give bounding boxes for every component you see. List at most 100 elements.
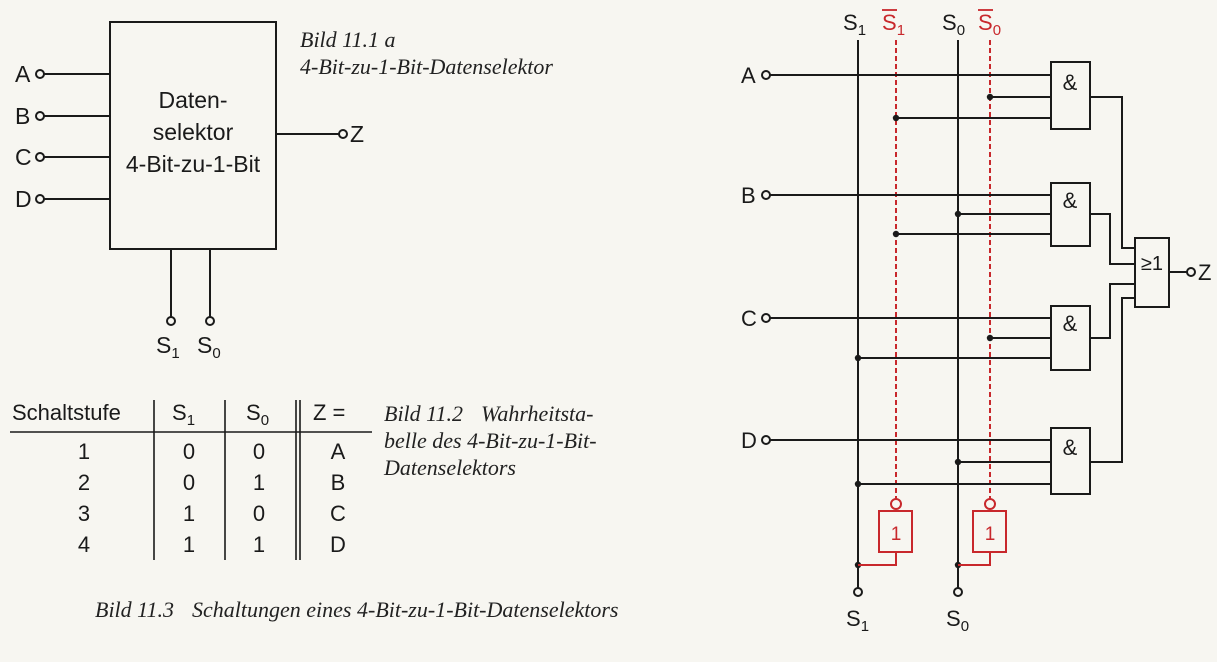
wire bbox=[1090, 283, 1135, 339]
input-terminal-b bbox=[761, 190, 771, 200]
truth-table-rules bbox=[10, 400, 372, 560]
output-terminal-z bbox=[1186, 267, 1196, 277]
input-terminal-d bbox=[35, 194, 45, 204]
circuit-text: & & & & ≥1 1 1 A B C D Z S1 S1 S0 S0 S1 … bbox=[741, 9, 1211, 635]
input-label-a: A bbox=[741, 63, 756, 88]
and-gate-c bbox=[1050, 305, 1091, 371]
caption-number: Bild 11.1 a bbox=[300, 27, 396, 52]
caption-line-2: belle des 4-Bit-zu-1-Bit- bbox=[384, 428, 597, 453]
input-label-a: A bbox=[15, 61, 31, 87]
block-diagram-text: Daten- selektor 4-Bit-zu-1-Bit A B C D Z… bbox=[15, 61, 364, 362]
caption-bild-11-2: Bild 11.2 Wahrheitsta- belle des 4-Bit-zu… bbox=[384, 400, 714, 481]
tt-cell: 1 bbox=[253, 532, 265, 557]
tt-cell: 4 bbox=[78, 532, 90, 557]
not-label-s0: 1 bbox=[985, 524, 996, 545]
input-label-d: D bbox=[741, 428, 757, 453]
gate-label: & bbox=[1063, 188, 1078, 213]
junction-dot bbox=[854, 480, 862, 488]
input-terminal-a bbox=[761, 70, 771, 80]
tt-header-s1: S1 bbox=[172, 400, 195, 429]
output-terminal-z bbox=[338, 129, 348, 139]
tt-row-4: 4 1 1 D bbox=[78, 532, 346, 557]
bottom-label-s0: S0 bbox=[946, 606, 969, 635]
gate-label: & bbox=[1063, 435, 1078, 460]
input-label-b: B bbox=[15, 103, 30, 129]
tt-cell: 0 bbox=[183, 439, 195, 464]
select-terminal-s0 bbox=[205, 316, 215, 326]
input-terminal-d bbox=[761, 435, 771, 445]
box-label-line2: selektor bbox=[153, 119, 234, 145]
and-gate-d bbox=[1050, 427, 1091, 495]
caption-text: 4-Bit-zu-1-Bit-Datenselektor bbox=[300, 54, 553, 79]
tt-cell: 1 bbox=[183, 532, 195, 557]
caption-text: Schaltungen eines 4-Bit-zu-1-Bit-Datense… bbox=[192, 597, 619, 622]
tt-row-3: 3 1 0 C bbox=[78, 501, 346, 526]
tt-cell: D bbox=[330, 532, 346, 557]
and-gate-a bbox=[1050, 61, 1091, 130]
output-label-z: Z bbox=[350, 121, 364, 147]
caption-line-3: Datenselektors bbox=[384, 455, 516, 480]
tt-cell: A bbox=[331, 439, 346, 464]
caption-bild-11-1a: Bild 11.1 a 4-Bit-zu-1-Bit-Datenselektor bbox=[300, 26, 553, 80]
junction-dot bbox=[892, 114, 900, 122]
gate-label: & bbox=[1063, 311, 1078, 336]
or-gate bbox=[1134, 237, 1170, 308]
inverters bbox=[858, 498, 1007, 566]
junction-dot bbox=[854, 354, 862, 362]
input-terminal-b bbox=[35, 111, 45, 121]
caption-number: Bild 11.3 bbox=[95, 597, 175, 622]
tt-cell: 0 bbox=[253, 439, 265, 464]
select-label-s1: S1 bbox=[156, 332, 180, 362]
junction-dot bbox=[986, 334, 994, 342]
junction-dot bbox=[954, 458, 962, 466]
top-label-s0: S0 bbox=[942, 10, 965, 39]
junction-dot bbox=[986, 93, 994, 101]
tt-header-schaltstufe: Schaltstufe bbox=[12, 400, 121, 425]
wire bbox=[1090, 297, 1135, 463]
top-label-s0-bar: S0 bbox=[978, 10, 1001, 39]
circuit-wiring bbox=[761, 61, 1196, 597]
caption-line-1: Bild 11.2 Wahrheitsta- bbox=[384, 400, 714, 427]
input-label-b: B bbox=[741, 183, 756, 208]
tt-header-s0: S0 bbox=[246, 400, 269, 429]
selector-box bbox=[109, 21, 277, 250]
gate-label: & bbox=[1063, 70, 1078, 95]
tt-cell: 3 bbox=[78, 501, 90, 526]
input-terminal-a bbox=[35, 69, 45, 79]
not-gate-s0 bbox=[972, 510, 1007, 553]
tt-row-1: 1 0 0 A bbox=[78, 439, 346, 464]
input-label-d: D bbox=[15, 186, 32, 212]
block-diagram bbox=[35, 21, 348, 326]
not-input-wire-s1 bbox=[858, 552, 897, 566]
input-terminal-c bbox=[761, 313, 771, 323]
tt-row-2: 2 0 1 B bbox=[78, 470, 345, 495]
or-gate-label: ≥1 bbox=[1141, 253, 1163, 275]
caption-bild-11-3: Bild 11.3 Schaltungen eines 4-Bit-zu-1-Bi… bbox=[95, 596, 618, 623]
tt-cell: 1 bbox=[183, 501, 195, 526]
tt-header-z: Z = bbox=[313, 400, 345, 425]
tt-cell: B bbox=[331, 470, 346, 495]
select-terminal-s1 bbox=[853, 587, 863, 597]
tt-cell: 0 bbox=[253, 501, 265, 526]
wire bbox=[1090, 96, 1135, 249]
box-label-line1: Daten- bbox=[158, 87, 227, 113]
input-label-c: C bbox=[741, 306, 757, 331]
not-bubble-s1 bbox=[890, 498, 902, 510]
select-bus bbox=[857, 40, 991, 588]
tt-cell: 0 bbox=[183, 470, 195, 495]
tt-cell: 1 bbox=[78, 439, 90, 464]
bottom-label-s1: S1 bbox=[846, 606, 869, 635]
select-terminal-s0 bbox=[953, 587, 963, 597]
tt-cell: 1 bbox=[253, 470, 265, 495]
input-terminal-c bbox=[35, 152, 45, 162]
junction-dot bbox=[954, 210, 962, 218]
box-label-line3: 4-Bit-zu-1-Bit bbox=[126, 151, 261, 177]
output-label-z: Z bbox=[1198, 260, 1211, 285]
select-terminal-s1 bbox=[166, 316, 176, 326]
top-label-s1-bar: S1 bbox=[882, 10, 905, 39]
top-label-s1: S1 bbox=[843, 10, 866, 39]
truth-table: Schaltstufe S1 S0 Z = 1 0 0 A 2 0 1 B 3 … bbox=[12, 400, 346, 557]
junction-dot bbox=[892, 230, 900, 238]
